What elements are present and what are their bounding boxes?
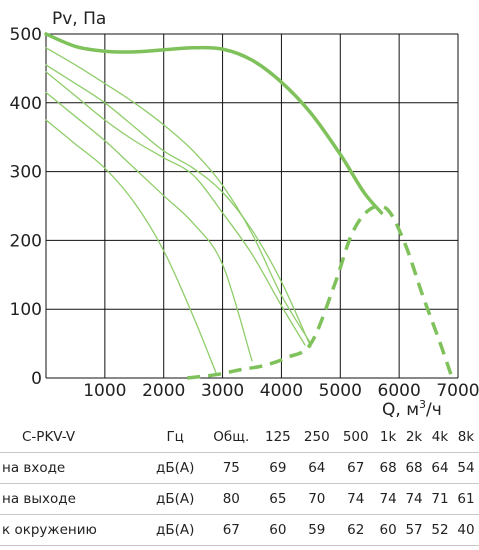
row-value: 74 xyxy=(336,483,376,515)
table-row: на входе дБ(А) 75 69 64 67 68 68 64 54 xyxy=(0,452,479,484)
row-value: 68 xyxy=(375,452,402,484)
noise-table: C-PKV-V Гц Общ. 125 250 500 1k 2k 4k 8k … xyxy=(0,422,479,546)
y-tick-label: 200 xyxy=(10,231,42,251)
operating-limit-curve xyxy=(187,204,454,380)
speed-curve xyxy=(45,71,306,346)
x-tick-label: 7000 xyxy=(436,381,479,401)
band-header: 1k xyxy=(375,422,402,453)
speed-curve xyxy=(45,91,253,362)
y-tick-label: 0 xyxy=(31,369,42,389)
row-value: 52 xyxy=(427,514,453,546)
x-axis-title: Q, м3/ч xyxy=(382,398,442,420)
row-label: на выходе xyxy=(0,483,147,515)
row-value: 74 xyxy=(401,483,428,515)
x-tick-label: 3000 xyxy=(201,381,244,401)
x-tick-label: 5000 xyxy=(319,381,362,401)
row-value: 40 xyxy=(452,514,479,546)
table-row: к окружению дБ(А) 67 60 59 62 60 57 52 4… xyxy=(0,514,479,546)
row-value: 69 xyxy=(258,452,298,484)
row-label: к окружению xyxy=(0,514,147,546)
y-axis-title: Pv, Па xyxy=(52,9,106,29)
row-value: 62 xyxy=(336,514,376,546)
band-header: 2k xyxy=(401,422,428,453)
row-value: 71 xyxy=(427,483,453,515)
max-pressure-curve xyxy=(44,32,384,215)
y-tick-label: 500 xyxy=(10,25,42,45)
row-value: 61 xyxy=(452,483,479,515)
row-value: 74 xyxy=(375,483,402,515)
fan-performance-chart: 1000 2000 3000 4000 5000 6000 7000 0 100 200 300 4… xyxy=(10,9,479,420)
y-tick-label: 400 xyxy=(10,94,42,114)
x-tick-label: 1000 xyxy=(83,381,126,401)
table-row: на выходе дБ(А) 80 65 70 74 74 74 71 61 xyxy=(0,483,479,515)
x-tick-label: 4000 xyxy=(260,381,303,401)
row-value: 59 xyxy=(297,514,337,546)
y-tick-label: 300 xyxy=(10,163,42,183)
row-value: 64 xyxy=(297,452,337,484)
band-header: 250 xyxy=(297,422,337,453)
unit-header: Гц xyxy=(146,422,205,453)
speed-curve xyxy=(45,47,312,345)
row-total: 75 xyxy=(204,452,259,484)
row-value: 68 xyxy=(401,452,428,484)
row-value: 57 xyxy=(401,514,428,546)
row-value: 60 xyxy=(258,514,298,546)
row-value: 70 xyxy=(297,483,337,515)
row-unit: дБ(А) xyxy=(146,452,205,484)
speed-curve xyxy=(45,64,312,348)
speed-curve xyxy=(45,119,218,376)
row-total: 67 xyxy=(204,514,259,546)
row-value: 64 xyxy=(427,452,453,484)
x-axis-title-suffix: /ч xyxy=(426,400,442,420)
row-value: 65 xyxy=(258,483,298,515)
y-tick-labels: 0 100 200 300 400 500 xyxy=(10,25,42,389)
row-value: 67 xyxy=(336,452,376,484)
row-unit: дБ(А) xyxy=(146,514,205,546)
x-axis-title-prefix: Q, м xyxy=(382,400,419,420)
noise-header-row: C-PKV-V Гц Общ. 125 250 500 1k 2k 4k 8k xyxy=(0,422,479,453)
x-tick-label: 2000 xyxy=(142,381,185,401)
y-tick-label: 100 xyxy=(10,300,42,320)
row-value: 60 xyxy=(375,514,402,546)
row-unit: дБ(А) xyxy=(146,483,205,515)
chart-grid xyxy=(45,33,459,379)
chart-series xyxy=(44,32,454,380)
row-value: 54 xyxy=(452,452,479,484)
row-label: на входе xyxy=(0,452,147,484)
band-header: 500 xyxy=(336,422,376,453)
band-header: 4k xyxy=(427,422,453,453)
row-total: 80 xyxy=(204,483,259,515)
band-header: 125 xyxy=(258,422,298,453)
model-name: C-PKV-V xyxy=(0,422,147,453)
band-header: 8k xyxy=(452,422,479,453)
x-tick-labels: 1000 2000 3000 4000 5000 6000 7000 xyxy=(83,381,479,401)
x-tick-label: 6000 xyxy=(378,381,421,401)
x-axis-title-sup: 3 xyxy=(419,398,426,411)
total-header: Общ. xyxy=(204,422,259,453)
